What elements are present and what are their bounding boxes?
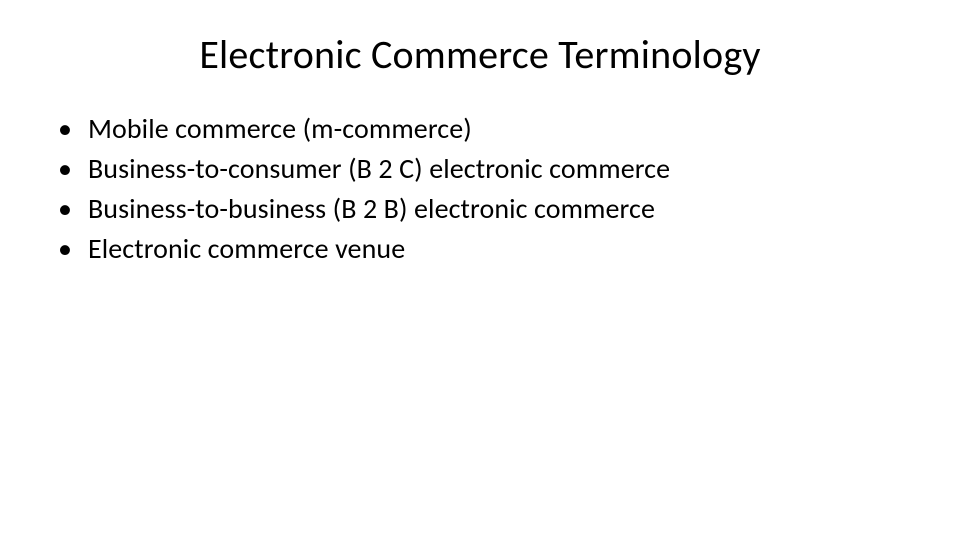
bullet-icon: • — [58, 151, 72, 187]
bullet-icon: • — [58, 231, 72, 267]
bullet-icon: • — [58, 111, 72, 147]
list-item: • Electronic commerce venue — [58, 231, 960, 267]
bullet-text: Electronic commerce venue — [88, 231, 405, 267]
slide-title: Electronic Commerce Terminology — [0, 30, 960, 79]
bullet-text: Business-to-business (B 2 B) electronic … — [88, 191, 655, 227]
bullet-list: • Mobile commerce (m-commerce) • Busines… — [0, 111, 960, 267]
list-item: • Business-to-consumer (B 2 C) electroni… — [58, 151, 960, 187]
list-item: • Business-to-business (B 2 B) electroni… — [58, 191, 960, 227]
slide-container: Electronic Commerce Terminology • Mobile… — [0, 0, 960, 540]
bullet-icon: • — [58, 191, 72, 227]
list-item: • Mobile commerce (m-commerce) — [58, 111, 960, 147]
bullet-text: Mobile commerce (m-commerce) — [88, 111, 472, 147]
bullet-text: Business-to-consumer (B 2 C) electronic … — [88, 151, 670, 187]
